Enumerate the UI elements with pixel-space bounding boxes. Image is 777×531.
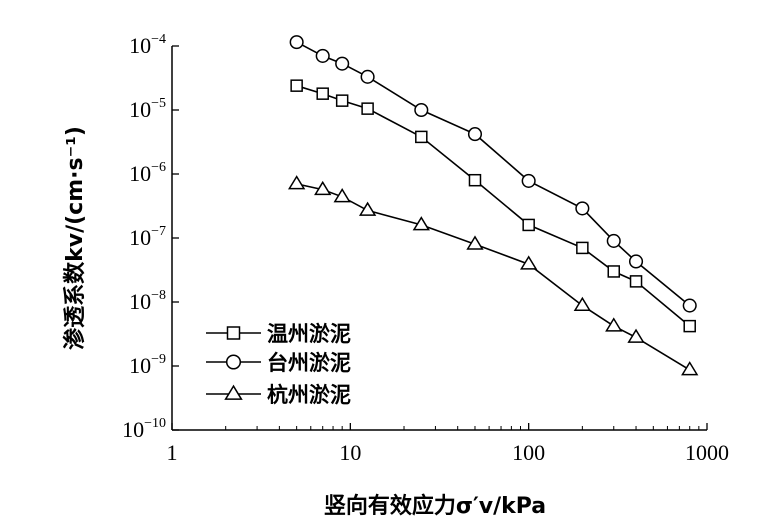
series-3: [287, 175, 699, 376]
y-tick-exponent: −10: [144, 416, 166, 431]
y-tick-base: 10: [129, 225, 151, 250]
data-point-circle: [335, 56, 350, 71]
data-point-triangle: [681, 361, 699, 376]
y-tick-label: 10−8: [129, 288, 166, 314]
data-point-circle: [414, 102, 429, 118]
y-tick-label: 10−9: [129, 352, 166, 378]
data-point-triangle: [224, 384, 243, 400]
y-tick-exponent: −8: [151, 288, 166, 303]
y-axis-title: 渗透系数kv/(cm·s⁻¹): [62, 126, 88, 350]
y-tick-exponent: −6: [151, 160, 166, 175]
data-point-circle: [628, 254, 644, 269]
legend-label: 杭州淤泥: [267, 383, 351, 407]
y-tick-base: 10: [129, 97, 151, 122]
data-point-circle: [521, 173, 536, 188]
data-point-triangle: [287, 175, 306, 190]
data-point-square: [607, 265, 621, 278]
axes: [171, 46, 707, 431]
data-point-triangle: [412, 216, 430, 231]
data-point-square: [468, 173, 482, 187]
data-point-square: [290, 79, 303, 92]
y-tick-base: 10: [129, 289, 151, 314]
data-point-square: [629, 275, 643, 288]
x-axis-title: 竖向有效应力σ′v/kPa: [324, 493, 546, 519]
y-tick-label: 10−7: [129, 224, 166, 250]
series-line: [296, 84, 691, 327]
data-point-square: [576, 241, 589, 255]
data-point-triangle: [627, 328, 645, 343]
x-tick-label: 10: [339, 440, 361, 465]
data-point-square: [316, 87, 329, 100]
data-point-square: [522, 218, 535, 232]
x-tick-label: 1: [167, 440, 178, 465]
y-tick-exponent: −4: [151, 32, 166, 47]
x-tick-label: 100: [512, 440, 545, 465]
y-tick-exponent: −7: [151, 224, 166, 239]
series-2: [289, 35, 697, 313]
x-tick-label: 1000: [685, 440, 729, 465]
y-tick-exponent: −9: [151, 352, 166, 367]
data-point-circle: [575, 201, 590, 216]
legend-item: 杭州淤泥: [206, 383, 351, 407]
data-point-triangle: [333, 188, 351, 203]
data-point-triangle: [466, 235, 484, 250]
data-point-circle: [225, 354, 242, 370]
data-point-circle: [606, 233, 621, 248]
data-point-square: [226, 326, 241, 340]
data-point-triangle: [605, 317, 623, 332]
y-tick-base: 10: [129, 161, 151, 186]
data-point-square: [361, 102, 374, 115]
y-tick-exponent: −5: [151, 96, 166, 111]
y-tick-base: 10: [122, 417, 144, 442]
legend-label: 温州淤泥: [267, 322, 351, 346]
series-1: [290, 79, 696, 333]
data-point-circle: [360, 69, 375, 84]
y-tick-label: 10−6: [129, 160, 166, 186]
legend-label: 台州淤泥: [267, 351, 351, 375]
data-point-square: [335, 94, 349, 107]
y-tick-label: 10−10: [122, 416, 166, 442]
data-point-circle: [289, 35, 304, 50]
data-point-circle: [315, 48, 330, 63]
series-layer: [287, 35, 699, 376]
y-tick-base: 10: [129, 353, 151, 378]
data-point-triangle: [314, 180, 332, 196]
data-point-circle: [682, 298, 697, 313]
data-point-square: [415, 130, 428, 144]
axis-titles: 竖向有效应力σ′v/kPa 渗透系数kv/(cm·s⁻¹): [62, 126, 546, 519]
y-tick-label: 10−5: [129, 96, 166, 122]
data-point-triangle: [520, 255, 538, 270]
data-point-square: [683, 319, 696, 333]
data-point-triangle: [573, 296, 592, 312]
legend-item: 温州淤泥: [206, 322, 351, 346]
y-tick-base: 10: [129, 33, 151, 58]
legend-item: 台州淤泥: [206, 351, 351, 375]
data-point-circle: [467, 127, 483, 142]
data-point-triangle: [358, 201, 377, 216]
y-tick-label: 10−4: [129, 32, 166, 58]
